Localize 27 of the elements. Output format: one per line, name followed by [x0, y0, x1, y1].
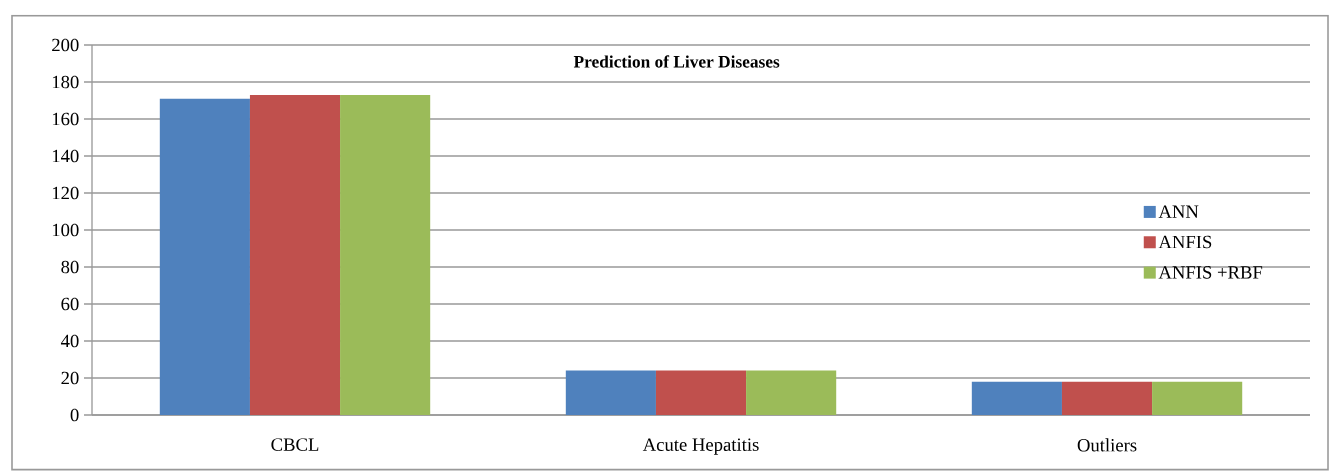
- y-tick-label: 0: [70, 408, 79, 422]
- y-tick-label: 80: [61, 260, 79, 274]
- bar: [1152, 381, 1243, 415]
- legend-label: ANN: [1158, 205, 1199, 218]
- bar: [971, 381, 1062, 415]
- y-tick-label: 100: [52, 223, 79, 237]
- y-tick-label: 120: [52, 186, 79, 200]
- bar: [1061, 381, 1153, 415]
- bar: [159, 98, 250, 415]
- bar: [249, 94, 341, 415]
- y-tick-label: 140: [52, 149, 79, 163]
- x-tick-label: Outliers: [1077, 438, 1137, 452]
- bar: [565, 370, 656, 415]
- legend-label: ANFIS: [1158, 235, 1212, 249]
- legend-label: ANFIS +RBF: [1158, 266, 1263, 279]
- y-tick-label: 60: [61, 297, 79, 311]
- bar: [655, 370, 747, 415]
- chart-title: Prediction of Liver Diseases: [573, 55, 780, 68]
- x-tick-label: Acute Hepatitis: [642, 438, 759, 455]
- bar: [340, 94, 431, 415]
- y-tick-label: 200: [52, 38, 79, 52]
- bar: [746, 370, 837, 415]
- y-tick-label: 40: [60, 334, 79, 348]
- x-tick-label: CBCL: [271, 438, 319, 451]
- y-tick-label: 180: [52, 75, 79, 89]
- y-tick-label: 20: [61, 371, 79, 385]
- y-tick-label: 160: [52, 112, 79, 126]
